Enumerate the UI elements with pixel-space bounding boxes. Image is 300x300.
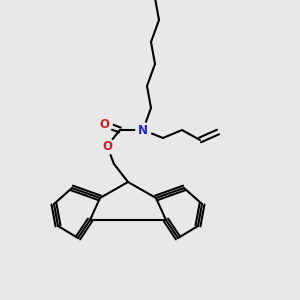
Text: O: O <box>99 118 109 130</box>
Text: O: O <box>102 140 112 152</box>
Text: N: N <box>138 124 148 136</box>
